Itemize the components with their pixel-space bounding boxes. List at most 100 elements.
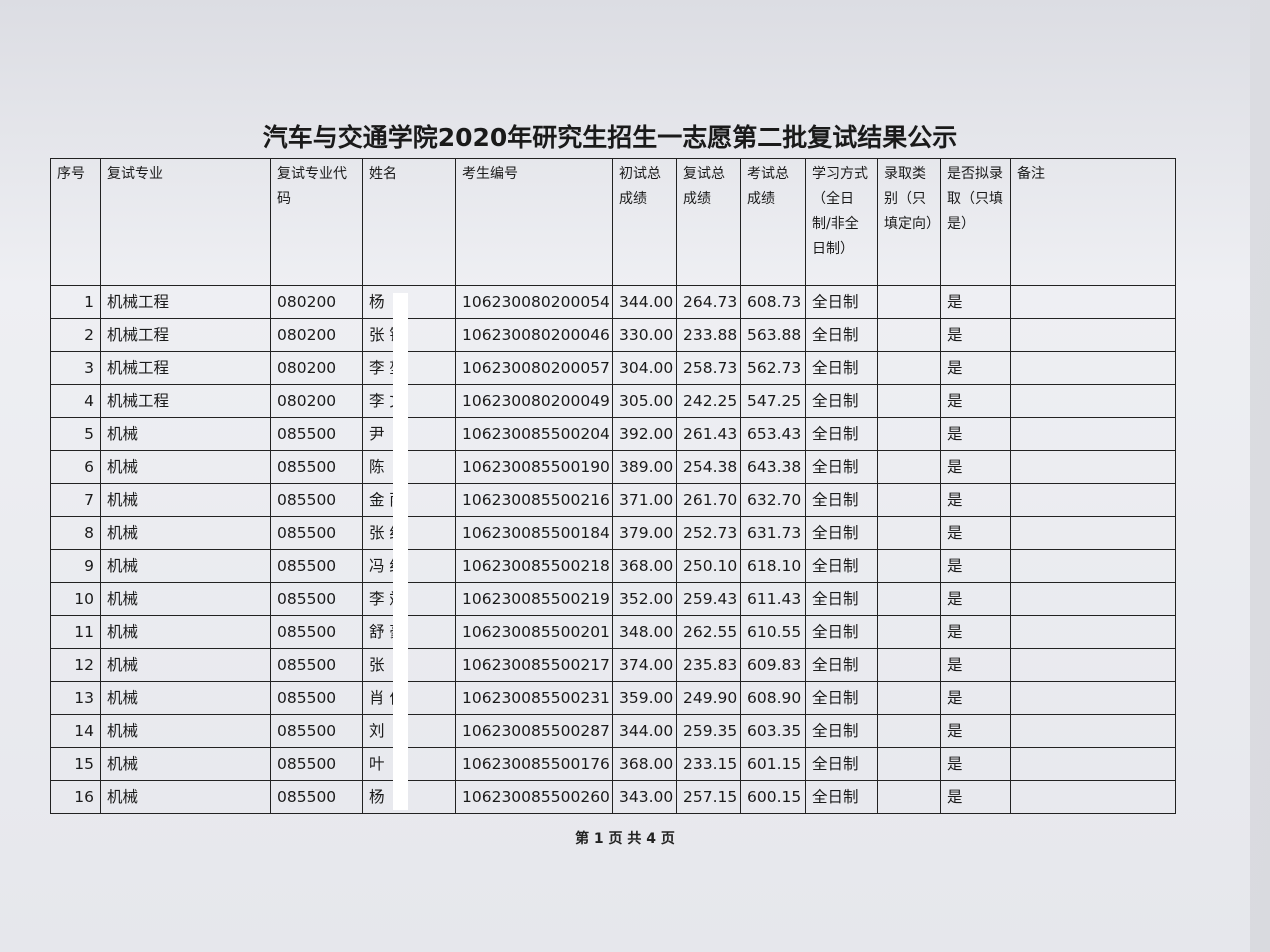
- table-cell: 242.25: [676, 384, 741, 418]
- table-cell: 张 锋: [362, 318, 456, 352]
- table-row: 10 机械 085500 李 斌 106230085500219 352.00 259.43…: [50, 582, 1176, 616]
- table-cell: 085500: [270, 714, 363, 748]
- table-cell: 全日制: [805, 450, 878, 484]
- table-cell: 600.15: [740, 780, 806, 814]
- table-cell: 尹: [362, 417, 456, 451]
- table-cell: 张 红: [362, 516, 456, 550]
- table-cell: 杨: [362, 285, 456, 319]
- table-cell: [877, 780, 941, 814]
- table-cell: [877, 648, 941, 682]
- table-cell: 是: [940, 483, 1011, 517]
- header-row: 序号 复试专业 复试专业代码 姓名 考生编号 初试总成绩 复试总成绩 考试总成绩 学习方式（全日…: [50, 158, 1176, 286]
- table-cell: 085500: [270, 747, 363, 781]
- table-cell: 刘: [362, 714, 456, 748]
- table-cell: 机械工程: [100, 318, 271, 352]
- table-cell: 249.90: [676, 681, 741, 715]
- table-row: 9 机械 085500 冯 红 106230085500218 368.00 250.10 6…: [50, 549, 1176, 583]
- table-cell: 259.43: [676, 582, 741, 616]
- table-cell: [877, 384, 941, 418]
- table-cell: 全日制: [805, 549, 878, 583]
- table-cell: [877, 582, 941, 616]
- table-cell: 257.15: [676, 780, 741, 814]
- table-cell: 344.00: [612, 714, 677, 748]
- table-cell: 全日制: [805, 516, 878, 550]
- table-cell: [877, 285, 941, 319]
- table-row: 4 机械工程 080200 李 文 106230080200049 305.00 242.2…: [50, 384, 1176, 418]
- table-cell: 机械: [100, 615, 271, 649]
- title: 汽车与交通学院2020年研究生招生一志愿第二批复试结果公示: [262, 123, 958, 152]
- table-cell: 106230085500176: [455, 747, 613, 781]
- table-cell: 机械: [100, 549, 271, 583]
- table-cell: 106230080200054: [455, 285, 613, 319]
- table-cell: 是: [940, 615, 1011, 649]
- table-cell: 085500: [270, 516, 363, 550]
- header-cell: 复试专业: [100, 158, 271, 286]
- table-cell: 全日制: [805, 681, 878, 715]
- table-cell: 2: [50, 318, 101, 352]
- table-cell: 陈: [362, 450, 456, 484]
- table-cell: 全日制: [805, 648, 878, 682]
- table-cell: [877, 714, 941, 748]
- table-cell: 080200: [270, 285, 363, 319]
- header-cell: 学习方式（全日制/非全日制）: [805, 158, 878, 286]
- table-cell: 冯 红: [362, 549, 456, 583]
- table-cell: 631.73: [740, 516, 806, 550]
- table-cell: 机械: [100, 450, 271, 484]
- table-cell: 106230080200057: [455, 351, 613, 385]
- table-cell: 李 斌: [362, 582, 456, 616]
- table-cell: 106230085500217: [455, 648, 613, 682]
- table-cell: 是: [940, 582, 1011, 616]
- table-cell: 352.00: [612, 582, 677, 616]
- table-cell: 610.55: [740, 615, 806, 649]
- table-cell: [877, 681, 941, 715]
- table-row: 5 机械 085500 尹 106230085500204 392.00 261.43 653…: [50, 417, 1176, 451]
- table-cell: 601.15: [740, 747, 806, 781]
- table-row: 2 机械工程 080200 张 锋 106230080200046 330.00 233.8…: [50, 318, 1176, 352]
- table-cell: 106230085500184: [455, 516, 613, 550]
- table-cell: 全日制: [805, 483, 878, 517]
- header-cell: 是否拟录取（只填是）: [940, 158, 1011, 286]
- table-cell: 106230085500287: [455, 714, 613, 748]
- table-cell: 全日制: [805, 582, 878, 616]
- table-cell: 343.00: [612, 780, 677, 814]
- table-cell: 是: [940, 318, 1011, 352]
- table-cell: 机械: [100, 417, 271, 451]
- table-cell: 608.73: [740, 285, 806, 319]
- table-cell: 李 文: [362, 384, 456, 418]
- table-cell: [1010, 747, 1176, 781]
- table-cell: 359.00: [612, 681, 677, 715]
- table-cell: 304.00: [612, 351, 677, 385]
- table-cell: 13: [50, 681, 101, 715]
- table-cell: 603.35: [740, 714, 806, 748]
- table-cell: [1010, 351, 1176, 385]
- table-cell: 259.35: [676, 714, 741, 748]
- table-cell: 374.00: [612, 648, 677, 682]
- table-row: 12 机械 085500 张 106230085500217 374.00 235.83 60…: [50, 648, 1176, 682]
- table-cell: 262.55: [676, 615, 741, 649]
- table-cell: 全日制: [805, 714, 878, 748]
- table-cell: 机械工程: [100, 351, 271, 385]
- table-cell: 563.88: [740, 318, 806, 352]
- table-row: 13 机械 085500 肖 伟 106230085500231 359.00 249.90…: [50, 681, 1176, 715]
- table-cell: 106230085500216: [455, 483, 613, 517]
- table-cell: 611.43: [740, 582, 806, 616]
- table-row: 8 机械 085500 张 红 106230085500184 379.00 252.73 6…: [50, 516, 1176, 550]
- table-row: 15 机械 085500 叶 106230085500176 368.00 233.15 60…: [50, 747, 1176, 781]
- table-cell: 609.83: [740, 648, 806, 682]
- table-row: 16 机械 085500 杨 106230085500260 343.00 257.15 60…: [50, 780, 1176, 814]
- table-cell: 643.38: [740, 450, 806, 484]
- table-cell: 608.90: [740, 681, 806, 715]
- table-cell: 机械: [100, 714, 271, 748]
- table-cell: 235.83: [676, 648, 741, 682]
- table-cell: 16: [50, 780, 101, 814]
- table-cell: 金 雨: [362, 483, 456, 517]
- table-cell: 是: [940, 780, 1011, 814]
- table-cell: 085500: [270, 648, 363, 682]
- table-cell: 085500: [270, 615, 363, 649]
- table-row: 11 机械 085500 舒 豪 106230085500201 348.00 262.55…: [50, 615, 1176, 649]
- table-cell: 264.73: [676, 285, 741, 319]
- table-body: 1 机械工程 080200 杨 106230080200054 344.00 264.73 6…: [50, 285, 1176, 814]
- table-cell: [877, 417, 941, 451]
- table-cell: 是: [940, 681, 1011, 715]
